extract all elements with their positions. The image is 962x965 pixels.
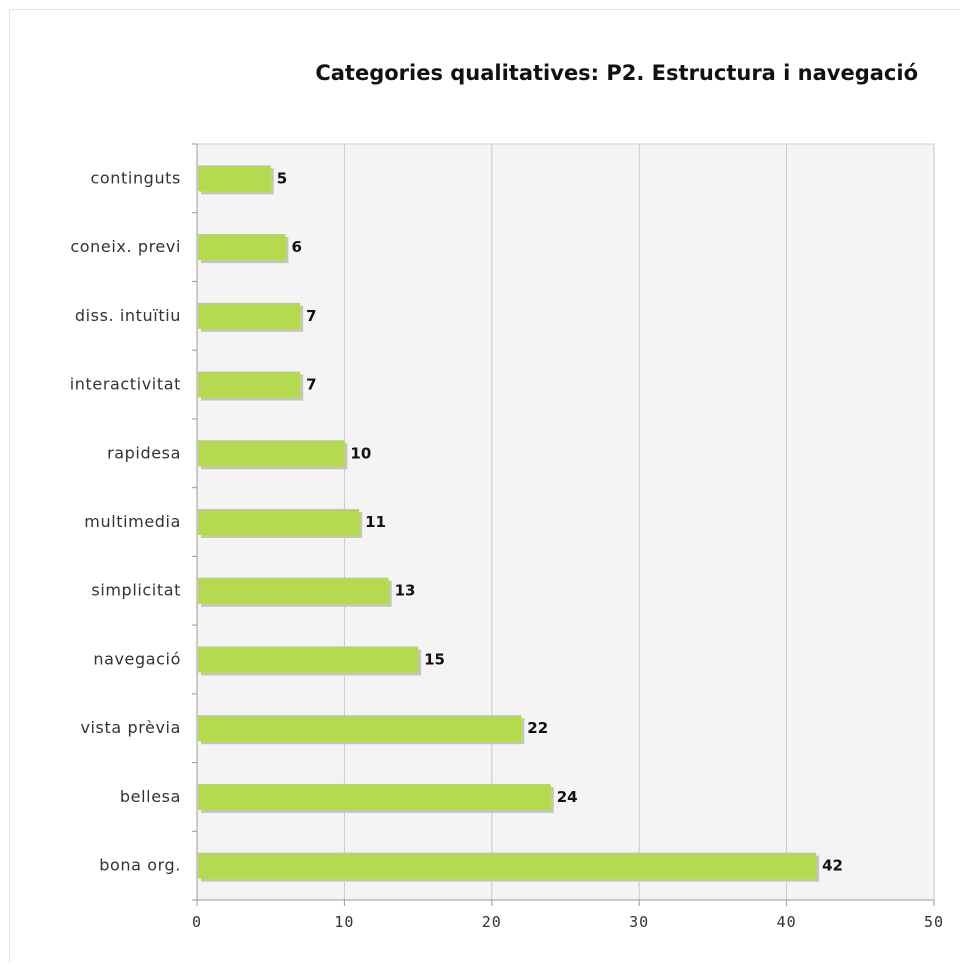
category-label: rapidesa — [107, 443, 181, 462]
data-label: 15 — [424, 650, 445, 668]
data-label: 42 — [822, 857, 843, 875]
data-label: 7 — [306, 307, 316, 325]
labels: 0 10 20 30 40 50 5 continguts 6 coneix. previ 7 dis… — [70, 168, 944, 931]
bar — [198, 302, 301, 329]
bar — [198, 509, 360, 535]
category-label: bellesa — [120, 787, 181, 806]
x-tick-label: 50 — [924, 913, 944, 931]
bars — [198, 165, 820, 882]
category-label: continguts — [91, 168, 182, 187]
x-tick-label: 40 — [777, 913, 797, 931]
bar — [198, 371, 301, 398]
bar — [198, 165, 271, 192]
bar — [198, 852, 817, 879]
category-label: coneix. previ — [70, 237, 181, 256]
category-label: diss. intuïtiu — [75, 306, 181, 325]
x-tick-label: 0 — [192, 913, 202, 931]
category-label: interactivitat — [70, 375, 181, 394]
bar — [198, 577, 389, 604]
data-label: 10 — [350, 444, 371, 462]
data-label: 11 — [365, 513, 386, 531]
bar — [198, 783, 551, 810]
bar — [198, 715, 522, 742]
bar — [198, 440, 345, 467]
bar — [198, 234, 286, 261]
data-label: 13 — [395, 582, 416, 600]
bar — [198, 646, 419, 673]
category-label: vista prèvia — [80, 718, 181, 737]
x-tick-label: 20 — [482, 913, 502, 931]
data-label: 7 — [306, 376, 316, 394]
data-label: 24 — [557, 788, 578, 806]
data-label: 6 — [291, 238, 301, 256]
data-label: 5 — [277, 169, 287, 187]
chart-frame — [9, 9, 960, 963]
category-label: multimedia — [84, 512, 181, 531]
axes — [192, 143, 935, 906]
chart-title: Categories qualitatives: P2. Estructura … — [315, 61, 918, 85]
category-label: navegació — [93, 649, 181, 668]
category-label: bona org. — [99, 856, 181, 875]
data-label: 22 — [527, 719, 548, 737]
x-tick-label: 30 — [629, 913, 649, 931]
category-label: simplicitat — [91, 581, 181, 600]
x-tick-label: 10 — [334, 913, 354, 931]
